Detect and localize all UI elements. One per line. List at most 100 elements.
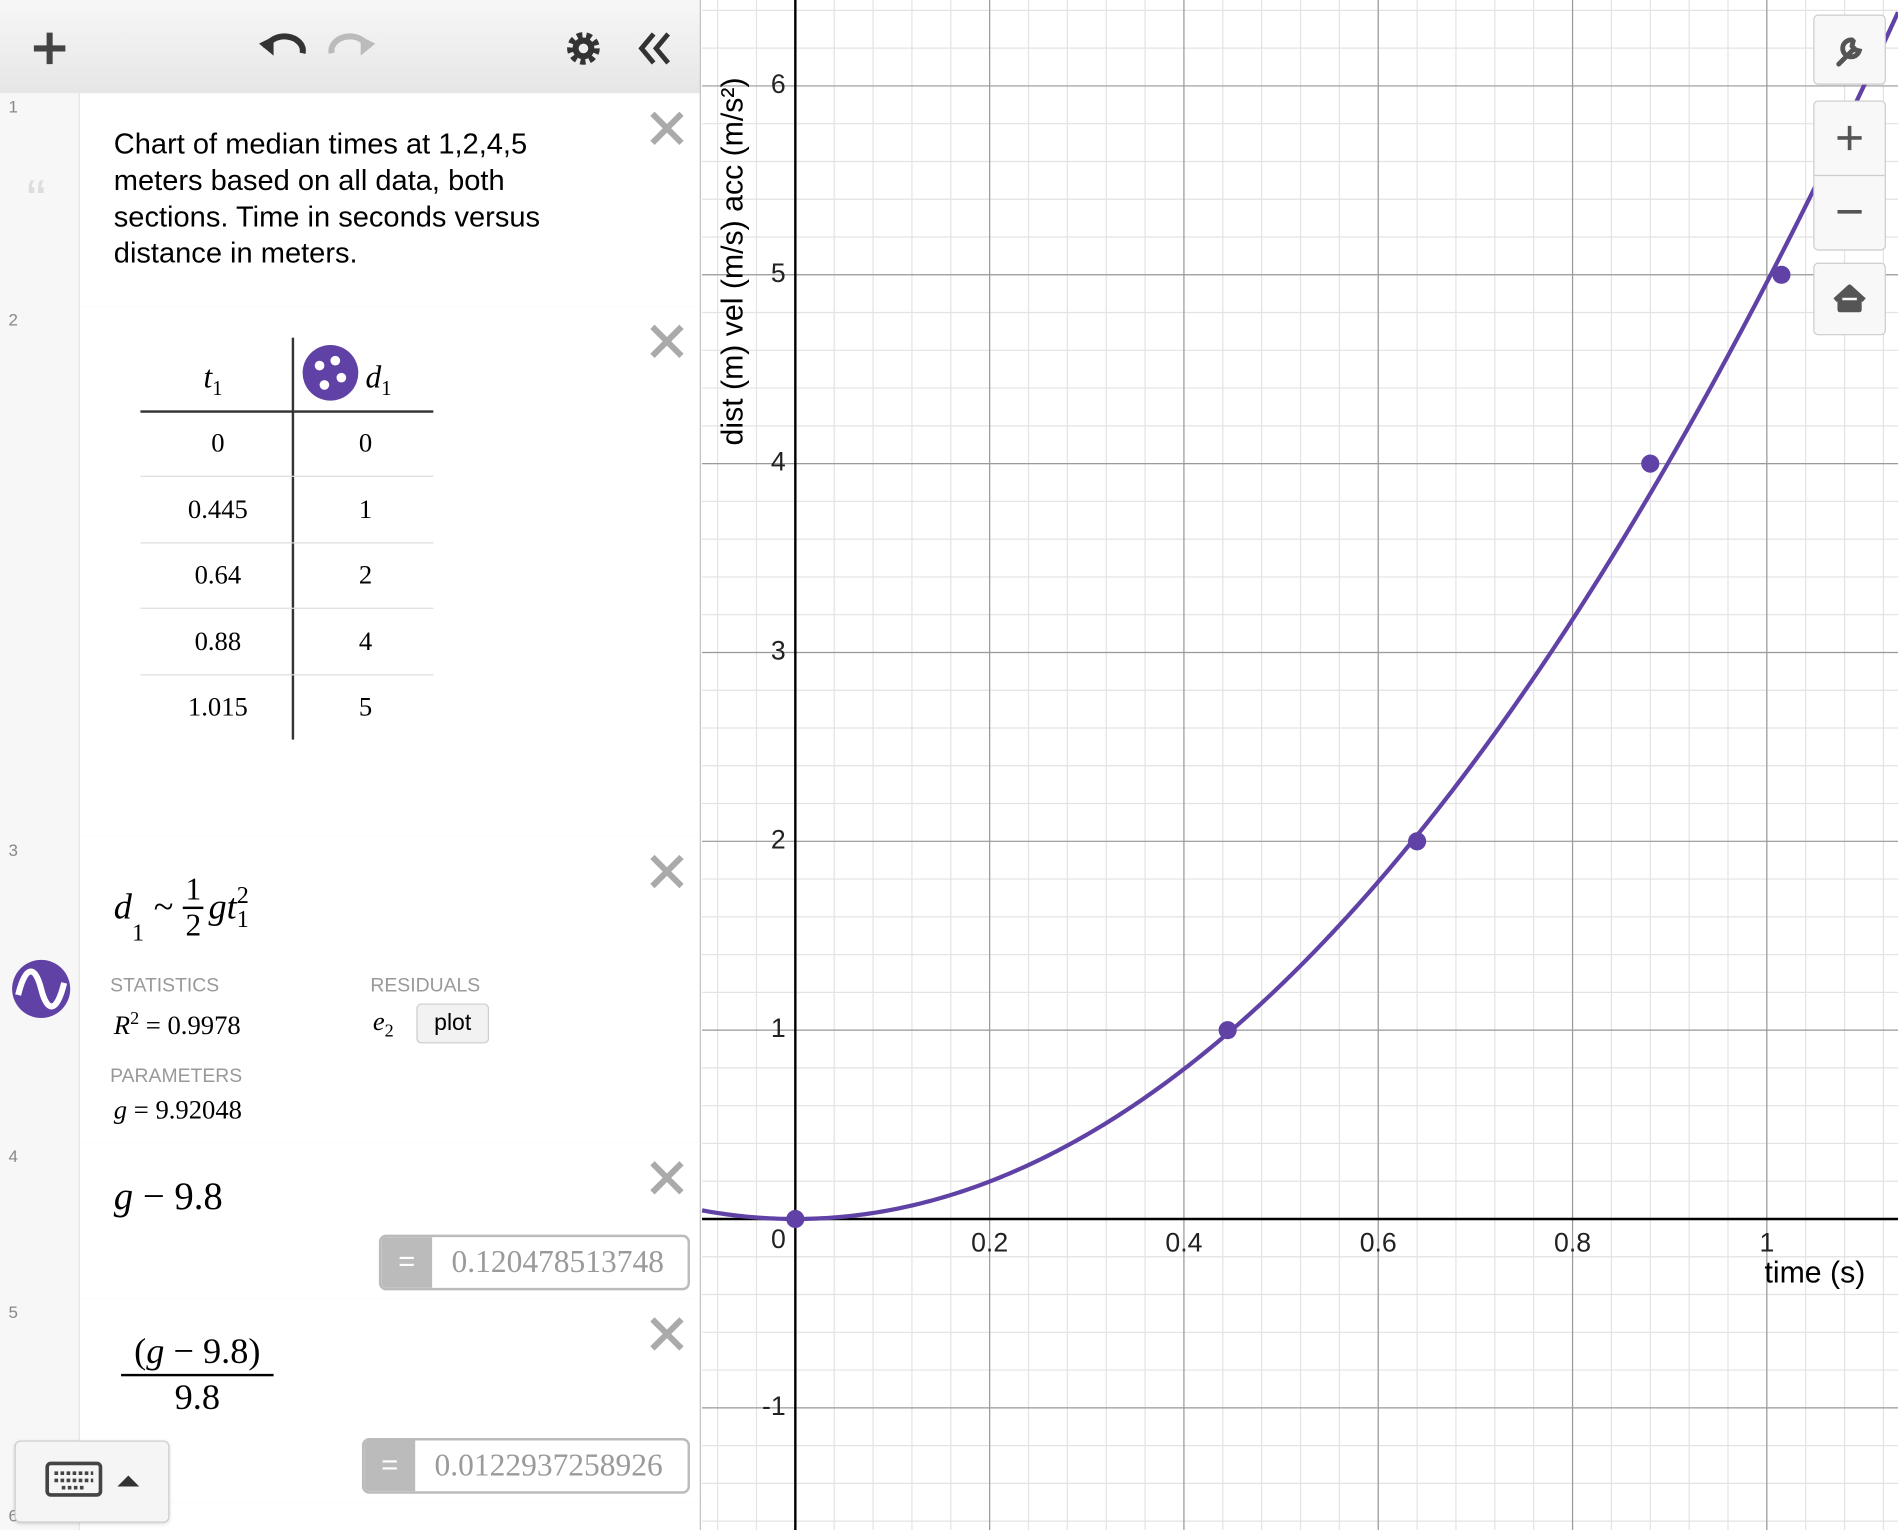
row-rule <box>140 541 434 543</box>
table-cell[interactable]: 0.445 <box>187 493 248 524</box>
y-tick-label: -1 <box>762 1391 786 1421</box>
residual-var: e2 <box>373 1006 394 1043</box>
x-tick-label: 0.8 <box>1554 1227 1591 1257</box>
section-label: RESIDUALS <box>370 975 481 997</box>
constant: 9.8 <box>202 1331 249 1372</box>
top-bar <box>0 0 700 95</box>
x-tick-label: 1 <box>1759 1227 1774 1257</box>
expression[interactable]: 4 g − 9.8 = 0.120478513748 <box>0 1142 700 1301</box>
data-point <box>786 1209 805 1229</box>
operator: ~ <box>153 887 174 928</box>
settings-wrench[interactable] <box>1813 14 1886 85</box>
x-tick-label: 0.4 <box>1165 1227 1202 1257</box>
value: 0.0122937258926 <box>434 1447 663 1483</box>
row-rule <box>140 475 434 477</box>
table-cell[interactable]: 1 <box>358 493 373 524</box>
home-button[interactable] <box>1813 262 1886 336</box>
data-point <box>1218 1021 1237 1040</box>
regression-curve <box>701 11 1898 1222</box>
origin-label: 0 <box>771 1224 786 1254</box>
var-name: d <box>365 359 382 395</box>
home-icon <box>1833 284 1866 313</box>
denominator: 9.8 <box>174 1377 221 1418</box>
point-style-icon[interactable] <box>301 344 359 402</box>
subscript: 1 <box>236 906 249 934</box>
column-rule <box>291 337 295 740</box>
var-name: t <box>203 359 213 395</box>
table-cell[interactable]: 1.015 <box>187 691 248 722</box>
paren: ) <box>248 1331 261 1372</box>
parameter: g = 9.92048 <box>114 1094 242 1125</box>
table-cell[interactable]: 2 <box>358 559 373 590</box>
expression-note[interactable]: 1 “ Chart of median times at 1,2,4,5 met… <box>0 93 700 308</box>
expression-table[interactable]: 2 t1 d 1 0 0 0.445 1 0.64 2 0.88 4 1.015 5 <box>0 306 700 838</box>
svg-text:“: “ <box>27 180 46 216</box>
column-header: t1 <box>140 360 285 401</box>
var-name: R <box>113 1009 131 1041</box>
equals: = <box>381 1237 433 1288</box>
delete-button[interactable] <box>649 323 685 359</box>
operator: − <box>173 1331 194 1372</box>
var-name: e <box>372 1005 385 1037</box>
subscript: 1 <box>131 919 145 947</box>
line-number: 4 <box>8 1146 18 1166</box>
numerator: 1 <box>183 872 204 910</box>
table-cell[interactable]: 0.64 <box>194 559 242 590</box>
delete-button[interactable] <box>649 1316 685 1352</box>
delete-button[interactable] <box>649 110 685 146</box>
subscript: 2 <box>384 1022 394 1042</box>
gutter: 2 <box>0 306 80 837</box>
regression-icon <box>12 959 71 1018</box>
data-point <box>1772 265 1791 284</box>
line-number: 3 <box>8 840 18 860</box>
zoom-icons[interactable] <box>1814 102 1885 250</box>
gutter: 1 “ <box>0 93 80 307</box>
delete-button[interactable] <box>649 853 685 889</box>
equals: = <box>133 1094 149 1125</box>
value: 0.120478513748 <box>451 1244 664 1280</box>
zoom-controls <box>1813 100 1886 251</box>
fraction: (g − 9.8) 9.8 <box>121 1330 274 1420</box>
y-tick-label: 5 <box>771 258 786 288</box>
line-number: 5 <box>8 1302 18 1322</box>
var-name: t <box>226 887 237 928</box>
evaluation: = 0.120478513748 <box>378 1234 690 1291</box>
section-label: PARAMETERS <box>110 1066 243 1087</box>
plot-button[interactable]: plot <box>416 1003 490 1044</box>
table: t1 d 1 0 0 0.445 1 0.64 2 0.88 4 1.015 5 <box>0 306 700 836</box>
expression-list: 1 “ Chart of median times at 1,2,4,5 met… <box>0 0 701 1530</box>
table-cell[interactable]: 0 <box>358 427 373 458</box>
keyboard-icon <box>45 1461 140 1497</box>
denominator: 2 <box>185 907 202 943</box>
value: 0.9978 <box>167 1009 241 1041</box>
equals: = <box>145 1009 161 1041</box>
data-point <box>1641 454 1660 473</box>
table-cell[interactable]: 0.88 <box>194 625 242 656</box>
row-rule <box>140 607 434 609</box>
wrench-icon <box>1836 37 1863 67</box>
delete-button[interactable] <box>649 1160 685 1196</box>
keyboard-toggle[interactable] <box>14 1440 170 1523</box>
superscript: 2 <box>236 882 249 910</box>
table-cell[interactable]: 4 <box>358 625 373 656</box>
x-tick-label: 0.2 <box>971 1227 1008 1257</box>
var-name: g <box>113 1174 134 1218</box>
superscript: 2 <box>130 1009 140 1029</box>
operator: − <box>142 1174 165 1218</box>
var-name: g <box>208 887 227 928</box>
subscript: 1 <box>212 376 223 400</box>
table-cell[interactable]: 0 <box>211 427 225 458</box>
data-point <box>1408 832 1427 851</box>
section-label: STATISTICS <box>110 975 220 997</box>
toolbar-icons[interactable] <box>0 0 700 93</box>
y-tick-label: 3 <box>771 635 786 665</box>
paren: ( <box>134 1331 147 1372</box>
table-cell[interactable]: 5 <box>358 691 373 722</box>
